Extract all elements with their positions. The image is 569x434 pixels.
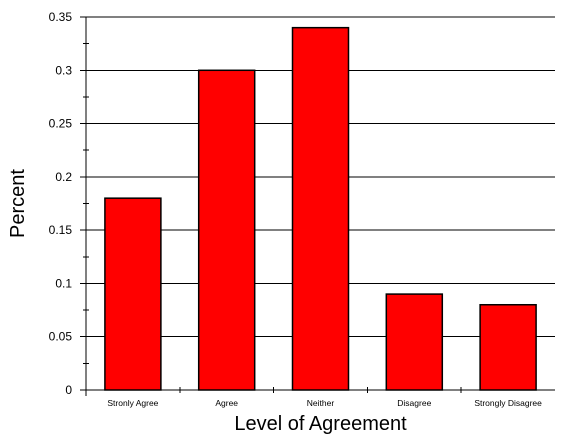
bar-agree: [197, 69, 256, 391]
x-axis-title: Level of Agreement: [234, 413, 407, 434]
y-tick-label: 0.15: [49, 223, 73, 237]
y-tick-label: 0.3: [55, 63, 72, 77]
y-axis-title: Percent: [7, 169, 29, 238]
x-tick-label: Disagree: [397, 398, 431, 408]
y-tick-label: 0.2: [55, 170, 72, 184]
bar-disagree: [385, 293, 444, 391]
bar-stronly-agree: [104, 197, 162, 391]
y-tick-label: 0.35: [49, 10, 73, 24]
x-tick-label: Strongly Disagree: [474, 398, 542, 408]
x-tick-label: Neither: [307, 398, 335, 408]
bar-series: [104, 26, 537, 391]
y-tick-label: 0.25: [49, 117, 73, 131]
x-tick-label: Agree: [215, 398, 238, 408]
y-tick-label: 0.05: [49, 330, 73, 344]
x-tick-label: Stronly Agree: [107, 398, 158, 408]
bar-neither: [291, 26, 350, 391]
y-ticks: 0 0.05 0.1 0.15 0.2 0.25 0.3 0.35: [49, 10, 92, 397]
bar-strongly-disagree: [479, 303, 537, 391]
y-tick-label: 0: [65, 383, 72, 397]
y-tick-label: 0.1: [55, 276, 72, 290]
axes: [80, 17, 555, 396]
x-ticks: Stronly Agree Agree Neither Disagree Strongl…: [107, 387, 542, 408]
